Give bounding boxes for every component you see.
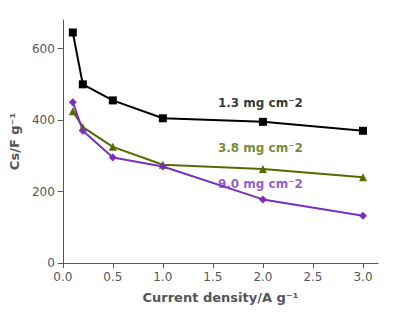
svg-text:600: 600 (32, 42, 55, 56)
svg-text:200: 200 (32, 185, 55, 199)
svg-text:3.0: 3.0 (353, 270, 372, 284)
svg-text:2.0: 2.0 (253, 270, 272, 284)
svg-text:0.5: 0.5 (103, 270, 122, 284)
svg-text:0: 0 (47, 256, 55, 270)
svg-text:Current density/A g⁻¹: Current density/A g⁻¹ (142, 290, 298, 305)
svg-text:1.3 mg cm⁻2: 1.3 mg cm⁻2 (218, 96, 303, 110)
svg-text:3.8 mg cm⁻2: 3.8 mg cm⁻2 (218, 141, 303, 155)
svg-text:0.0: 0.0 (53, 270, 72, 284)
svg-text:400: 400 (32, 113, 55, 127)
svg-text:2.5: 2.5 (303, 270, 322, 284)
svg-text:1.5: 1.5 (203, 270, 222, 284)
svg-text:Cs/F g⁻¹: Cs/F g⁻¹ (7, 113, 22, 170)
svg-text:9.0 mg cm⁻2: 9.0 mg cm⁻2 (217, 176, 303, 191)
svg-text:1.0: 1.0 (153, 270, 172, 284)
